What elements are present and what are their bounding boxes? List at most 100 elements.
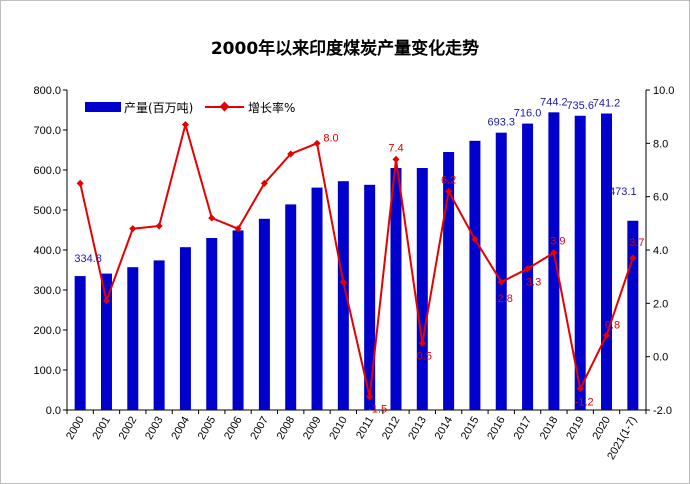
line-data-label: 6.2: [441, 174, 456, 186]
x-tick-label: 2016: [485, 415, 508, 442]
x-tick-label: 2014: [433, 415, 456, 442]
line-data-label: 2.8: [498, 293, 513, 305]
line-data-label: 3.3: [526, 277, 541, 289]
bar: [153, 260, 165, 410]
x-tick-label: 2004: [169, 415, 192, 442]
y-right-tick-label: 6.0: [653, 192, 668, 204]
x-tick-label: 2010: [327, 415, 350, 442]
bar: [443, 152, 455, 410]
line-series: [76, 120, 637, 401]
line-data-label: 8.0: [323, 132, 338, 144]
y-left-tick-label: 0.0: [46, 405, 61, 417]
y-right-tick-label: 2.0: [653, 298, 668, 310]
line-point: [524, 265, 532, 273]
bar-data-label: 735.6: [566, 100, 594, 112]
line-point: [234, 225, 242, 233]
bar-series: [74, 112, 639, 411]
bar: [495, 132, 507, 410]
y-right-tick-label: 4.0: [653, 245, 668, 257]
y-left-tick-label: 700.0: [33, 125, 61, 137]
line-point: [629, 254, 637, 262]
legend-bar-swatch: [85, 102, 121, 112]
y-left-tick-label: 200.0: [33, 325, 61, 337]
bar: [100, 273, 112, 410]
growth-line: [79, 120, 634, 397]
line-point: [497, 278, 505, 286]
line-point: [339, 278, 347, 286]
y-left-tick-label: 300.0: [33, 285, 61, 297]
y-right-tick-label: -2.0: [653, 405, 672, 417]
line-point: [155, 222, 163, 230]
bar: [74, 276, 86, 410]
y-right-tick-label: 10.0: [653, 85, 674, 97]
bar: [232, 230, 244, 410]
y-left-tick-label: 100.0: [33, 365, 61, 377]
x-tick-label: 2006: [222, 415, 245, 442]
bar-data-label: 741.2: [593, 98, 621, 110]
bar: [627, 220, 639, 410]
line-data-label: 3.9: [550, 236, 565, 248]
x-tick-label: 2003: [143, 415, 166, 442]
line-point: [366, 393, 374, 401]
bar: [364, 184, 376, 410]
bar-data-label: 693.3: [487, 117, 515, 129]
legend-line-marker: [219, 101, 230, 112]
x-tick-label: 2002: [117, 415, 140, 442]
x-tick-label: 2007: [248, 415, 271, 442]
y-left-tick-label: 500.0: [33, 205, 61, 217]
bar: [337, 181, 349, 410]
line-data-label: 7.4: [388, 142, 403, 154]
bar: [206, 238, 218, 410]
line-point: [550, 249, 558, 257]
bar: [258, 218, 270, 410]
line-point: [208, 214, 216, 222]
bar: [390, 168, 402, 410]
x-tick-label: 2005: [196, 415, 219, 442]
x-tick-label: 2017: [512, 415, 535, 442]
line-point: [602, 331, 611, 339]
x-tick-label: 2009: [301, 415, 324, 442]
x-tick-label: 2012: [380, 415, 403, 442]
x-tick-label: 2019: [564, 415, 587, 442]
line-data-label: 0.5: [417, 350, 432, 362]
legend-line-label: 增长率%: [248, 100, 295, 115]
line-point: [102, 297, 111, 305]
line-point: [445, 187, 453, 195]
x-tick-label: 2013: [406, 415, 429, 442]
y-left-tick-label: 800.0: [33, 85, 61, 97]
chart-title: 2000年以来印度煤炭产量变化走势: [211, 38, 479, 59]
bar-data-label: 473.1: [609, 186, 637, 198]
y-right-tick-label: 8.0: [653, 138, 668, 150]
x-tick-label: 2011: [354, 415, 376, 441]
bar: [574, 115, 586, 410]
line-point: [313, 139, 321, 147]
line-data-label: -1.5: [368, 404, 387, 416]
bar: [285, 204, 297, 410]
line-point: [260, 179, 268, 187]
line-point: [76, 179, 84, 187]
line-point: [181, 121, 189, 129]
legend: 产量(百万吨) 增长率%: [85, 100, 295, 115]
line-data-label: 3.7: [629, 237, 644, 249]
bar-data-label: 334.8: [74, 253, 102, 265]
bar: [179, 247, 191, 410]
y-left-tick-label: 400.0: [33, 245, 61, 257]
line-point: [471, 235, 479, 243]
legend-bar-label: 产量(百万吨): [124, 101, 193, 115]
line-point: [576, 385, 584, 393]
y-left-tick-label: 600.0: [33, 165, 61, 177]
bar: [469, 140, 481, 411]
line-point: [287, 150, 295, 158]
x-tick-label: 2008: [275, 415, 298, 442]
x-tick-label: 2015: [459, 415, 482, 442]
bar: [127, 267, 139, 410]
bar-data-label: 744.2: [540, 96, 568, 108]
y-right-tick-label: 0.0: [653, 352, 668, 364]
bar: [416, 168, 428, 410]
bar-data-label: 716.0: [514, 108, 542, 120]
line-point: [129, 225, 137, 233]
line-point: [392, 155, 400, 163]
